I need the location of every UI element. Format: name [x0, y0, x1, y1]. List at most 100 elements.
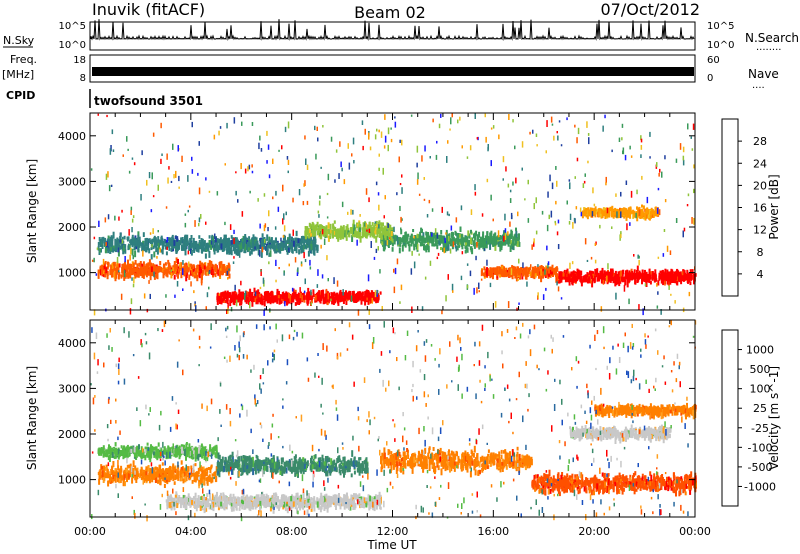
- echo-cell: [508, 271, 511, 278]
- echo-cell: [375, 236, 378, 243]
- echo-cell: [374, 227, 377, 235]
- echo-cell: [602, 207, 605, 211]
- echo-cell: [371, 226, 374, 231]
- echo-cell: [167, 177, 169, 184]
- echo-cell: [203, 470, 206, 476]
- echo-cell: [400, 284, 403, 291]
- echo-cell: [263, 193, 266, 197]
- echo-cell: [574, 176, 576, 179]
- echo-cell: [393, 237, 395, 242]
- echo-cell: [113, 266, 116, 271]
- echo-cell: [384, 195, 386, 200]
- echo-cell: [286, 239, 289, 244]
- echo-cell: [288, 263, 290, 267]
- echo-cell: [375, 220, 378, 227]
- echo-cell: [359, 297, 362, 301]
- echo-cell: [225, 270, 228, 276]
- echo-cell: [320, 166, 322, 169]
- echo-cell: [501, 272, 504, 277]
- echo-cell: [679, 275, 682, 283]
- echo-cell: [182, 478, 185, 484]
- echo-cell: [674, 300, 676, 304]
- echo-cell: [291, 249, 294, 254]
- echo-cell: [117, 274, 120, 280]
- echo-cell: [148, 268, 150, 276]
- echo-cell: [105, 267, 108, 274]
- echo-cell: [452, 232, 454, 237]
- echo-cell: [130, 206, 133, 211]
- echo-cell: [449, 243, 452, 247]
- echo-cell: [587, 277, 590, 284]
- echo-cell: [661, 270, 664, 275]
- echo-cell: [494, 267, 497, 271]
- echo-cell: [457, 238, 459, 246]
- echo-cell: [141, 245, 144, 252]
- echo-cell: [558, 279, 561, 284]
- power-colorbar-frame: [721, 118, 739, 297]
- echo-cell: [357, 309, 360, 316]
- echo-cell: [555, 200, 557, 205]
- echo-cell: [124, 256, 126, 263]
- echo-cell: [546, 266, 549, 271]
- echo-cell: [654, 277, 657, 281]
- echo-cell: [691, 269, 694, 275]
- echo-cell: [533, 238, 535, 244]
- echo-cell: [287, 170, 289, 174]
- echo-cell: [366, 229, 368, 232]
- echo-cell: [632, 273, 635, 280]
- echo-cell: [518, 233, 520, 240]
- echo-cell: [490, 194, 492, 201]
- echo-cell: [370, 241, 372, 248]
- echo-cell: [126, 265, 129, 271]
- echo-cell: [128, 229, 130, 236]
- echo-cell: [280, 237, 282, 242]
- echo-cell: [233, 291, 236, 297]
- echo-cell: [314, 294, 317, 301]
- echo-cell: [587, 160, 589, 164]
- echo-cell: [179, 469, 182, 474]
- echo-cell: [401, 245, 404, 252]
- echo-cell: [180, 467, 183, 471]
- echo-cell: [202, 466, 205, 471]
- echo-cell: [260, 239, 263, 244]
- echo-cell: [449, 128, 451, 131]
- echo-cell: [312, 227, 315, 234]
- echo-cell: [645, 278, 648, 284]
- echo-cell: [229, 224, 232, 230]
- echo-cell: [595, 274, 598, 278]
- echo-cell: [306, 226, 309, 230]
- echo-cell: [590, 279, 592, 284]
- echo-cell: [568, 277, 571, 282]
- echo-cell: [112, 461, 115, 468]
- echo-cell: [260, 244, 262, 249]
- echo-cell: [91, 259, 94, 262]
- echo-cell: [131, 277, 133, 281]
- echo-cell: [516, 307, 518, 311]
- echo-cell: [117, 266, 120, 271]
- echo-cell: [494, 270, 497, 275]
- echo-cell: [259, 249, 261, 257]
- echo-cell: [200, 246, 203, 253]
- echo-cell: [490, 230, 493, 235]
- echo-cell: [559, 271, 562, 276]
- echo-cell: [413, 235, 415, 239]
- echo-cell: [400, 227, 402, 231]
- echo-cell: [647, 214, 650, 218]
- echo-cell: [470, 229, 472, 234]
- echo-cell: [558, 271, 561, 277]
- echo-cell: [340, 225, 343, 230]
- echo-cell: [371, 222, 374, 226]
- echo-cell: [556, 276, 559, 282]
- echo-cell: [195, 305, 197, 312]
- echo-cell: [111, 262, 113, 266]
- echo-cell: [320, 244, 322, 249]
- echo-cell: [315, 153, 317, 160]
- echo-cell: [125, 473, 128, 479]
- echo-cell: [670, 293, 672, 296]
- noise-panel-frame: [89, 21, 696, 51]
- echo-cell: [205, 177, 207, 181]
- echo-cell: [104, 467, 107, 471]
- echo-cell: [214, 237, 217, 243]
- echo-region-5: [380, 226, 521, 255]
- echo-cell: [438, 123, 441, 129]
